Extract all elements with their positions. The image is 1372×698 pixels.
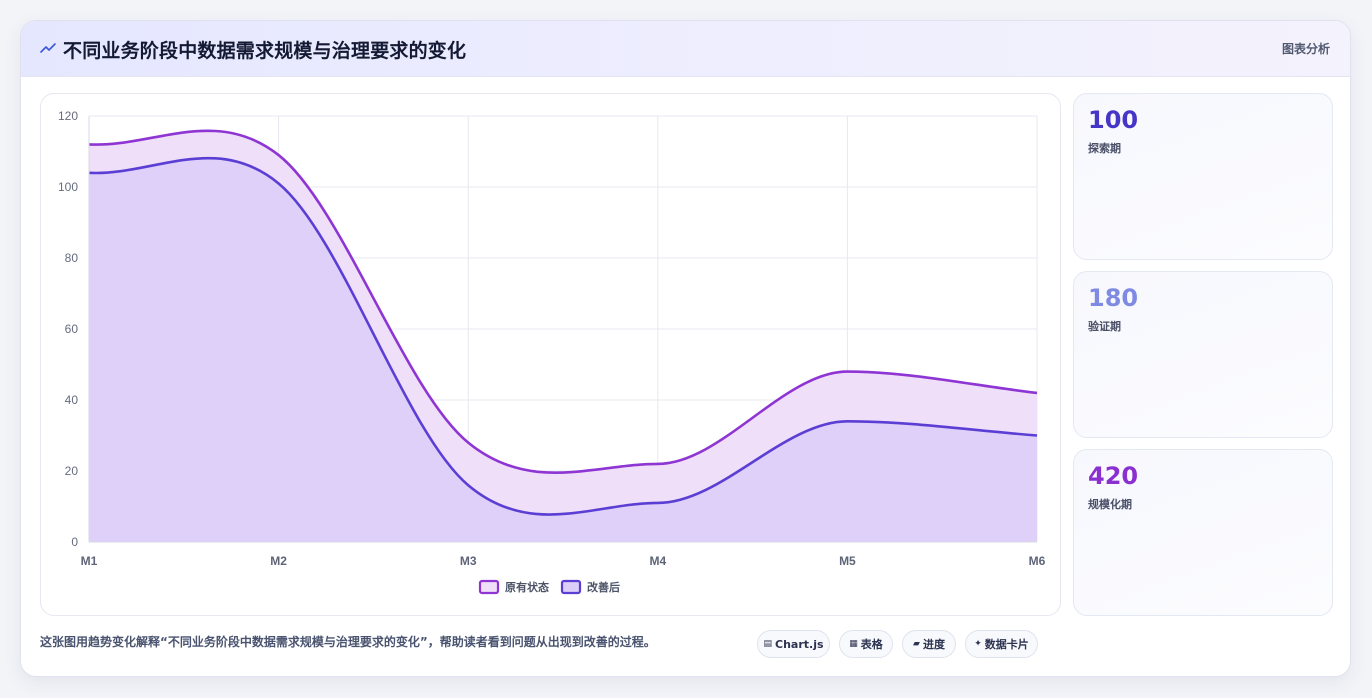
series-area-2 bbox=[89, 158, 1037, 542]
stat-label: 规模化期 bbox=[1088, 498, 1132, 511]
stat-value: 420 bbox=[1088, 462, 1139, 490]
chip-label: 进度 bbox=[922, 638, 945, 651]
stat-value: 100 bbox=[1088, 106, 1139, 134]
chip-data-card[interactable]: ✦ 数据卡片 bbox=[965, 630, 1038, 658]
legend-swatch bbox=[560, 579, 582, 595]
chart-card: 不同业务阶段中数据需求规模与治理要求的变化 图表分析 0 20 40 60 80 100 1… bbox=[20, 20, 1351, 677]
x-tick-label: M6 bbox=[1029, 554, 1046, 568]
area-chart: 0 20 40 60 80 100 120 M1 M2 M3 M4 M5 M6 原有状态 改善后 bbox=[58, 109, 1046, 595]
chip-table[interactable]: ▦ 表格 bbox=[839, 630, 893, 658]
x-tick-label: M5 bbox=[839, 554, 856, 568]
chart-icon: ▤ bbox=[763, 639, 772, 649]
y-tick-label: 20 bbox=[65, 464, 79, 478]
card-icon: ✦ bbox=[974, 639, 982, 649]
y-tick-label: 0 bbox=[71, 535, 78, 549]
chip-label: 表格 bbox=[860, 638, 883, 651]
chart-analysis-label: 图表分析 bbox=[1281, 42, 1330, 56]
stat-value: 180 bbox=[1088, 284, 1139, 312]
chip-label: 数据卡片 bbox=[984, 638, 1029, 651]
y-tick-label: 60 bbox=[65, 322, 79, 336]
card-header: 不同业务阶段中数据需求规模与治理要求的变化 图表分析 bbox=[21, 21, 1350, 77]
stat-card-scale: 420 规模化期 bbox=[1073, 449, 1333, 616]
legend-label: 原有状态 bbox=[505, 580, 549, 594]
progress-icon: ▰ bbox=[913, 639, 920, 649]
legend-swatch bbox=[478, 579, 500, 595]
stat-label: 探索期 bbox=[1088, 142, 1121, 155]
legend-label: 改善后 bbox=[587, 580, 620, 594]
page-title: 不同业务阶段中数据需求规模与治理要求的变化 bbox=[63, 40, 467, 62]
y-tick-label: 80 bbox=[65, 251, 79, 265]
series-line-2 bbox=[88, 156, 1038, 516]
x-tick-label: M4 bbox=[649, 554, 666, 568]
chart-description: 这张图用趋势变化解释“不同业务阶段中数据需求规模与治理要求的变化”，帮助读者看到… bbox=[40, 635, 656, 649]
chart-panel: 0 20 40 60 80 100 120 M1 M2 M3 M4 M5 M6 原有状态 改善后 bbox=[40, 93, 1061, 616]
stat-card-validation: 180 验证期 bbox=[1073, 271, 1333, 438]
chip-chartjs[interactable]: ▤ Chart.js bbox=[757, 630, 830, 658]
stat-card-exploration: 100 探索期 bbox=[1073, 93, 1333, 260]
series-line-1 bbox=[88, 129, 1038, 474]
chip-progress[interactable]: ▰ 进度 bbox=[902, 630, 956, 658]
table-icon: ▦ bbox=[849, 639, 858, 649]
trend-line-icon bbox=[40, 43, 56, 53]
stat-label: 验证期 bbox=[1088, 320, 1121, 333]
x-tick-label: M3 bbox=[460, 554, 477, 568]
x-tick-label: M1 bbox=[81, 554, 98, 568]
x-tick-label: M2 bbox=[270, 554, 287, 568]
y-tick-label: 120 bbox=[58, 109, 78, 123]
chip-label: Chart.js bbox=[775, 637, 824, 651]
y-tick-label: 40 bbox=[65, 393, 79, 407]
y-tick-label: 100 bbox=[58, 180, 78, 194]
